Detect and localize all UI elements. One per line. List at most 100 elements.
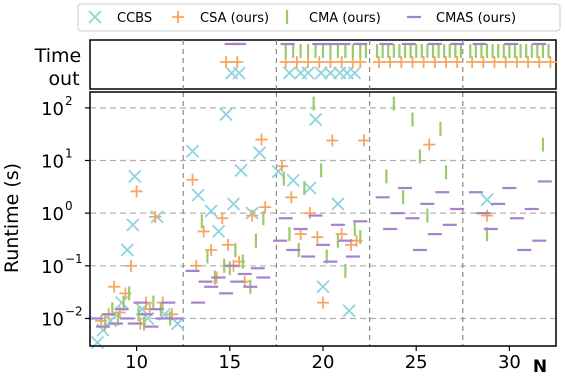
y-tick-exponent: 1: [65, 147, 73, 161]
timeout-point: [417, 56, 430, 68]
timeout-point: [451, 56, 464, 68]
legend-marker: [172, 11, 184, 23]
y-tick-label: 10: [41, 257, 64, 278]
data-points: [88, 42, 557, 350]
grid: [90, 40, 556, 346]
data-point: [255, 133, 268, 146]
data-point: [126, 218, 140, 232]
data-point: [423, 138, 436, 151]
y-tick-label: 10: [41, 152, 64, 173]
data-point: [331, 197, 345, 211]
data-point: [480, 193, 494, 207]
data-point: [252, 146, 267, 160]
timeout-point: [384, 56, 397, 68]
x-axis-label: N: [533, 357, 547, 377]
data-point: [204, 204, 218, 218]
x-tick-label: 25: [405, 352, 428, 373]
data-point: [130, 185, 143, 198]
series-cma-ours: [103, 44, 550, 331]
timeout-label-line2: out: [48, 68, 79, 90]
x-tick-label: 30: [498, 352, 521, 373]
data-point: [246, 209, 259, 222]
data-point: [191, 188, 205, 202]
data-point: [303, 181, 317, 195]
data-point: [103, 314, 118, 328]
data-point: [317, 296, 329, 309]
timeout-point: [510, 56, 523, 68]
legend-marker: [88, 10, 102, 24]
data-point: [358, 134, 371, 147]
data-point: [308, 112, 323, 127]
data-point: [285, 191, 298, 204]
legend-entries: CCBS CSA (ours) CMA (ours) CMAS (ours): [88, 10, 516, 26]
data-point: [170, 316, 185, 331]
timeout-point: [231, 56, 244, 68]
timeout-point: [323, 66, 338, 80]
timeout-point: [533, 56, 546, 68]
data-point: [234, 163, 248, 177]
data-point: [211, 224, 226, 239]
timeout-point: [544, 56, 557, 68]
timeout-point: [314, 66, 328, 80]
data-point: [481, 209, 494, 222]
timeout-point: [301, 66, 315, 80]
legend-label: CMA (ours): [309, 11, 381, 26]
data-point: [326, 134, 339, 147]
data-point: [303, 207, 316, 220]
x-tick-label: 20: [312, 352, 335, 373]
timeout-point: [395, 56, 408, 68]
timeout-point: [406, 56, 419, 68]
timeout-point: [232, 66, 246, 80]
timeout-point: [372, 56, 385, 68]
legend: CCBS CSA (ours) CMA (ours) CMAS (ours): [77, 3, 561, 32]
data-point: [190, 259, 203, 272]
data-point: [259, 201, 272, 214]
timeout-panel-frame: [89, 39, 557, 90]
data-point: [149, 210, 162, 223]
x-ticks: 10 15 20 25 30: [125, 346, 521, 373]
data-point: [294, 228, 307, 241]
data-point: [185, 144, 200, 158]
y-tick-label: 10: [41, 309, 64, 330]
legend-entry-ccbs: CCBS: [88, 10, 152, 26]
timeout-point: [477, 56, 490, 68]
timeout-point: [282, 66, 297, 80]
timeout-point: [313, 56, 326, 68]
data-point: [128, 169, 142, 183]
legend-label: CSA (ours): [200, 11, 269, 26]
data-point: [221, 238, 234, 251]
timeout-point: [290, 56, 303, 68]
legend-label: CCBS: [117, 11, 152, 26]
data-point: [108, 280, 121, 293]
data-point: [286, 173, 300, 187]
y-tick-exponent: 2: [65, 94, 73, 108]
timeout-point: [220, 56, 233, 68]
y-tick-exponent: 0: [65, 199, 73, 213]
timeout-point: [348, 66, 362, 80]
y-tick-label: 10: [41, 99, 64, 120]
data-point: [186, 173, 199, 186]
data-point: [275, 160, 288, 173]
data-point: [342, 304, 356, 318]
timeout-panel: Time out: [34, 39, 557, 90]
data-point: [125, 259, 138, 272]
legend-entry-csa-ours: CSA (ours): [172, 11, 269, 26]
x-tick-label: 15: [218, 352, 241, 373]
y-tick-exponent: −2: [65, 304, 83, 318]
timeout-label-line1: Time: [34, 45, 82, 67]
timeout-point: [335, 56, 348, 68]
legend-label: CMAS (ours): [436, 11, 516, 26]
timeout-point: [466, 56, 479, 68]
data-point: [120, 243, 134, 257]
y-axis-label: Runtime (s): [1, 163, 23, 273]
legend-entry-cma-ours: CMA (ours): [285, 10, 381, 26]
legend-frame: [77, 3, 561, 32]
y-tick-exponent: −1: [65, 252, 83, 266]
data-point: [226, 197, 241, 211]
timeout-point: [522, 56, 535, 68]
data-point: [311, 231, 324, 244]
